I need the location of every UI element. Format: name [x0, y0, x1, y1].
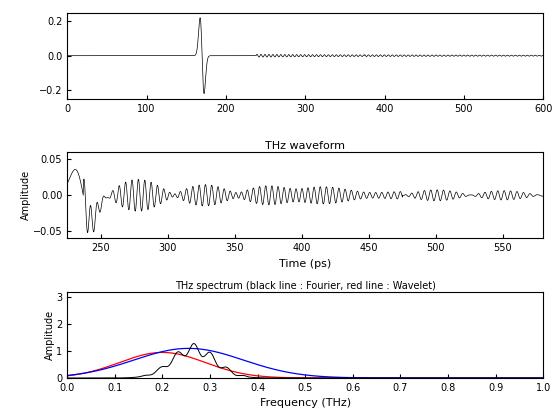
Y-axis label: Amplitude: Amplitude [21, 170, 31, 221]
X-axis label: Frequency (THz): Frequency (THz) [260, 399, 351, 408]
Y-axis label: Amplitude: Amplitude [45, 310, 55, 360]
X-axis label: Time (ps): Time (ps) [279, 259, 332, 269]
Title: THz spectrum (black line : Fourier, red line : Wavelet): THz spectrum (black line : Fourier, red … [175, 281, 436, 291]
Title: THz waveform: THz waveform [265, 142, 345, 152]
